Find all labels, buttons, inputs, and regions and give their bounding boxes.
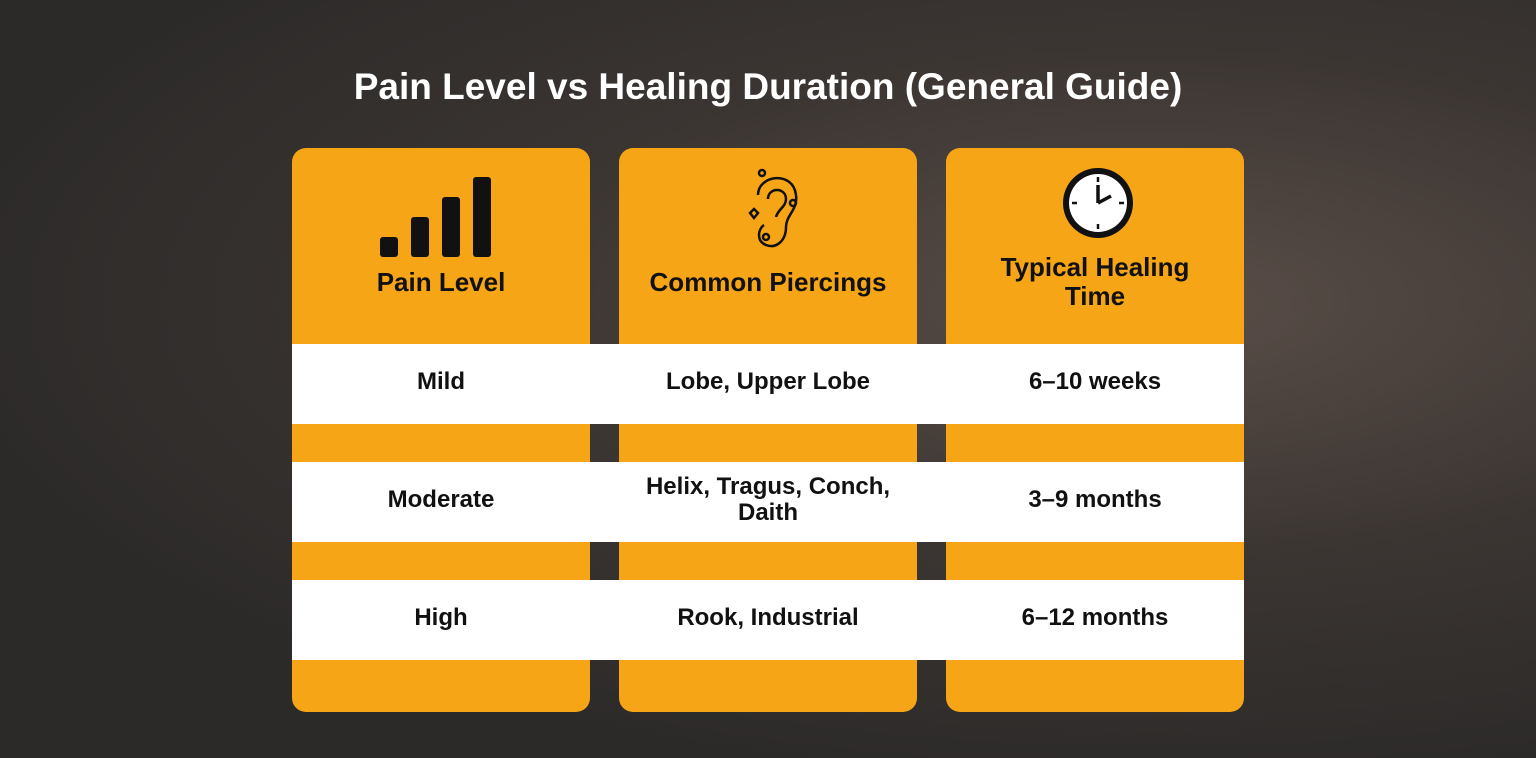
row-band (292, 344, 1244, 424)
signal-icon (380, 177, 491, 257)
table-cell: Helix, Tragus, Conch, Daith (645, 473, 891, 526)
table-cell: High (414, 604, 468, 631)
title: Pain Level vs Healing Duration (General … (353, 66, 1183, 107)
column-header: Typical Healing Time (1000, 252, 1190, 311)
clock-icon (1063, 168, 1133, 238)
table-cell: 3–9 months (1028, 486, 1162, 513)
row-band (292, 462, 1244, 542)
column-header: Pain Level (376, 266, 506, 297)
table-cell: Lobe, Upper Lobe (666, 368, 870, 395)
ear-icon (748, 168, 798, 248)
table-cell: Rook, Industrial (677, 604, 859, 631)
table-cell: 6–10 weeks (1028, 368, 1162, 395)
row-band (292, 580, 1244, 660)
column-header: Common Piercings (649, 266, 887, 297)
table-cell: 6–12 months (1021, 604, 1169, 631)
table-cell: Moderate (387, 486, 495, 513)
table-cell: Mild (417, 368, 465, 395)
